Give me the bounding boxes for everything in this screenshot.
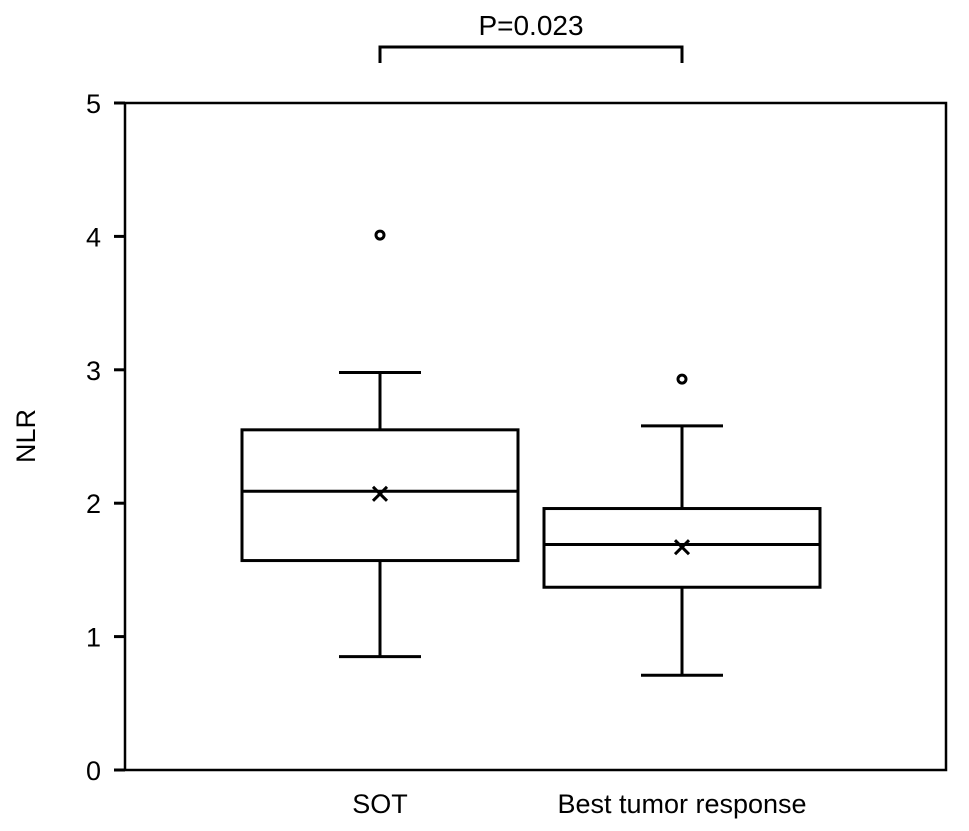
mean-marker xyxy=(371,485,389,502)
y-tick-label: 1 xyxy=(86,623,101,653)
box-group xyxy=(240,229,520,659)
x-category-label: Best tumor response xyxy=(557,789,806,819)
box-series xyxy=(240,229,822,677)
significance-bracket-line xyxy=(378,45,684,63)
y-tick-label: 5 xyxy=(86,89,101,119)
box-group xyxy=(542,373,822,677)
y-axis: 0 1 2 3 4 5 xyxy=(86,89,125,786)
significance-bracket: P=0.023 xyxy=(378,10,684,63)
outlier-point xyxy=(676,373,688,385)
mean-marker xyxy=(673,539,691,556)
iqr-box xyxy=(240,428,520,563)
y-tick-label: 3 xyxy=(86,356,101,386)
y-tick-label: 0 xyxy=(86,756,101,786)
iqr-box xyxy=(542,507,822,589)
y-tick-label: 4 xyxy=(86,222,101,252)
x-category-label: SOT xyxy=(352,789,408,819)
p-value-label: P=0.023 xyxy=(478,10,583,41)
plot-frame xyxy=(123,101,948,772)
outlier-point xyxy=(374,229,386,241)
y-tick-label: 2 xyxy=(86,489,101,519)
y-axis-title: NLR xyxy=(11,409,41,463)
x-axis-categories: SOT Best tumor response xyxy=(352,789,806,819)
